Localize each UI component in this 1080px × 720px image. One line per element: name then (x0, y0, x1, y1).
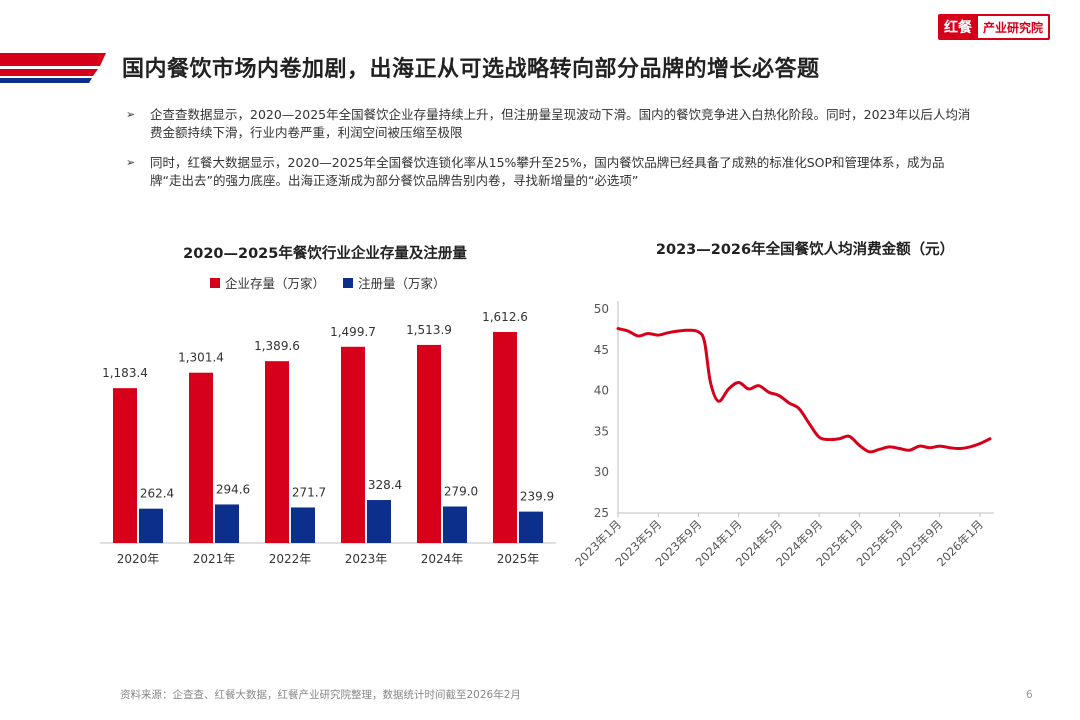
bullet-list: ➢ 企查查数据显示，2020—2025年全国餐饮企业存量持续上升，但注册量呈现波… (122, 106, 972, 202)
bar-registrations (519, 511, 543, 543)
bar-stock (189, 372, 213, 543)
data-label-registrations: 271.7 (292, 485, 326, 499)
bar-stock (113, 388, 137, 543)
bullet-item: ➢ 同时，红餐大数据显示，2020—2025年全国餐饮连锁化率从15%攀升至25… (122, 154, 972, 190)
bar-chart-legend: 企业存量（万家） 注册量（万家） (210, 273, 446, 292)
brand-logo: 红餐 产业研究院 (938, 14, 1051, 40)
bar-stock (417, 344, 441, 543)
y-tick-label: 40 (594, 384, 609, 398)
bar-stock (493, 332, 517, 543)
bar-registrations (139, 508, 163, 543)
legend-swatch (210, 277, 220, 288)
bar-registrations (215, 504, 239, 543)
data-label-registrations: 239.9 (520, 490, 554, 504)
page-number: 6 (1026, 689, 1033, 701)
x-tick-label: 2024年 (421, 552, 464, 566)
arrow-icon: ➢ (126, 108, 136, 121)
bar-chart-title: 2020—2025年餐饮行业企业存量及注册量 (183, 246, 467, 262)
data-label-registrations: 294.6 (216, 482, 250, 496)
page-title: 国内餐饮市场内卷加剧，出海正从可选战略转向部分品牌的增长必答题 (122, 57, 820, 82)
title-decoration (0, 53, 106, 83)
logo-sub: 产业研究院 (978, 14, 1051, 40)
y-tick-label: 50 (594, 302, 609, 316)
y-tick-label: 30 (594, 465, 609, 479)
x-tick-label: 2020年 (117, 552, 160, 566)
bullet-item: ➢ 企查查数据显示，2020—2025年全国餐饮企业存量持续上升，但注册量呈现波… (122, 106, 972, 142)
data-label-registrations: 262.4 (140, 487, 174, 501)
data-label-registrations: 328.4 (368, 478, 402, 492)
x-tick-label: 2023年 (345, 552, 388, 566)
data-label-stock: 1,513.9 (406, 323, 452, 337)
x-tick-label: 2025年 (497, 552, 540, 566)
bar-registrations (291, 507, 315, 543)
bar-registrations (367, 500, 391, 543)
data-label-registrations: 279.0 (444, 484, 478, 498)
legend-swatch (343, 277, 354, 288)
y-tick-label: 25 (594, 506, 609, 520)
bar-registrations (443, 506, 467, 543)
x-tick-label: 2022年 (269, 552, 312, 566)
x-tick-label: 2021年 (193, 552, 236, 566)
series-line-avg-spend (616, 327, 992, 454)
legend-label: 企业存量（万家） (225, 276, 326, 291)
legend-label: 注册量（万家） (358, 276, 446, 291)
data-label-stock: 1,612.6 (482, 310, 528, 324)
data-label-stock: 1,389.6 (254, 339, 300, 353)
bar-stock (341, 346, 365, 543)
data-label-stock: 1,183.4 (102, 366, 148, 380)
legend-item-registrations: 注册量（万家） (343, 273, 446, 292)
bullet-text: 企查查数据显示，2020—2025年全国餐饮企业存量持续上升，但注册量呈现波动下… (150, 107, 971, 140)
bullet-text: 同时，红餐大数据显示，2020—2025年全国餐饮连锁化率从15%攀升至25%，… (150, 155, 945, 188)
bar-stock (265, 361, 289, 543)
y-tick-label: 45 (594, 343, 609, 357)
line-chart-title: 2023—2026年全国餐饮人均消费金额（元） (655, 242, 955, 258)
data-label-stock: 1,301.4 (178, 351, 224, 365)
legend-item-stock: 企业存量（万家） (210, 273, 325, 292)
arrow-icon: ➢ (126, 156, 136, 169)
logo-brand: 红餐 (938, 14, 978, 40)
data-source-note: 资料来源：企查查、红餐大数据，红餐产业研究院整理，数据统计时间截至2026年2月 (120, 689, 521, 701)
data-label-stock: 1,499.7 (330, 325, 376, 339)
y-tick-label: 35 (594, 424, 609, 438)
